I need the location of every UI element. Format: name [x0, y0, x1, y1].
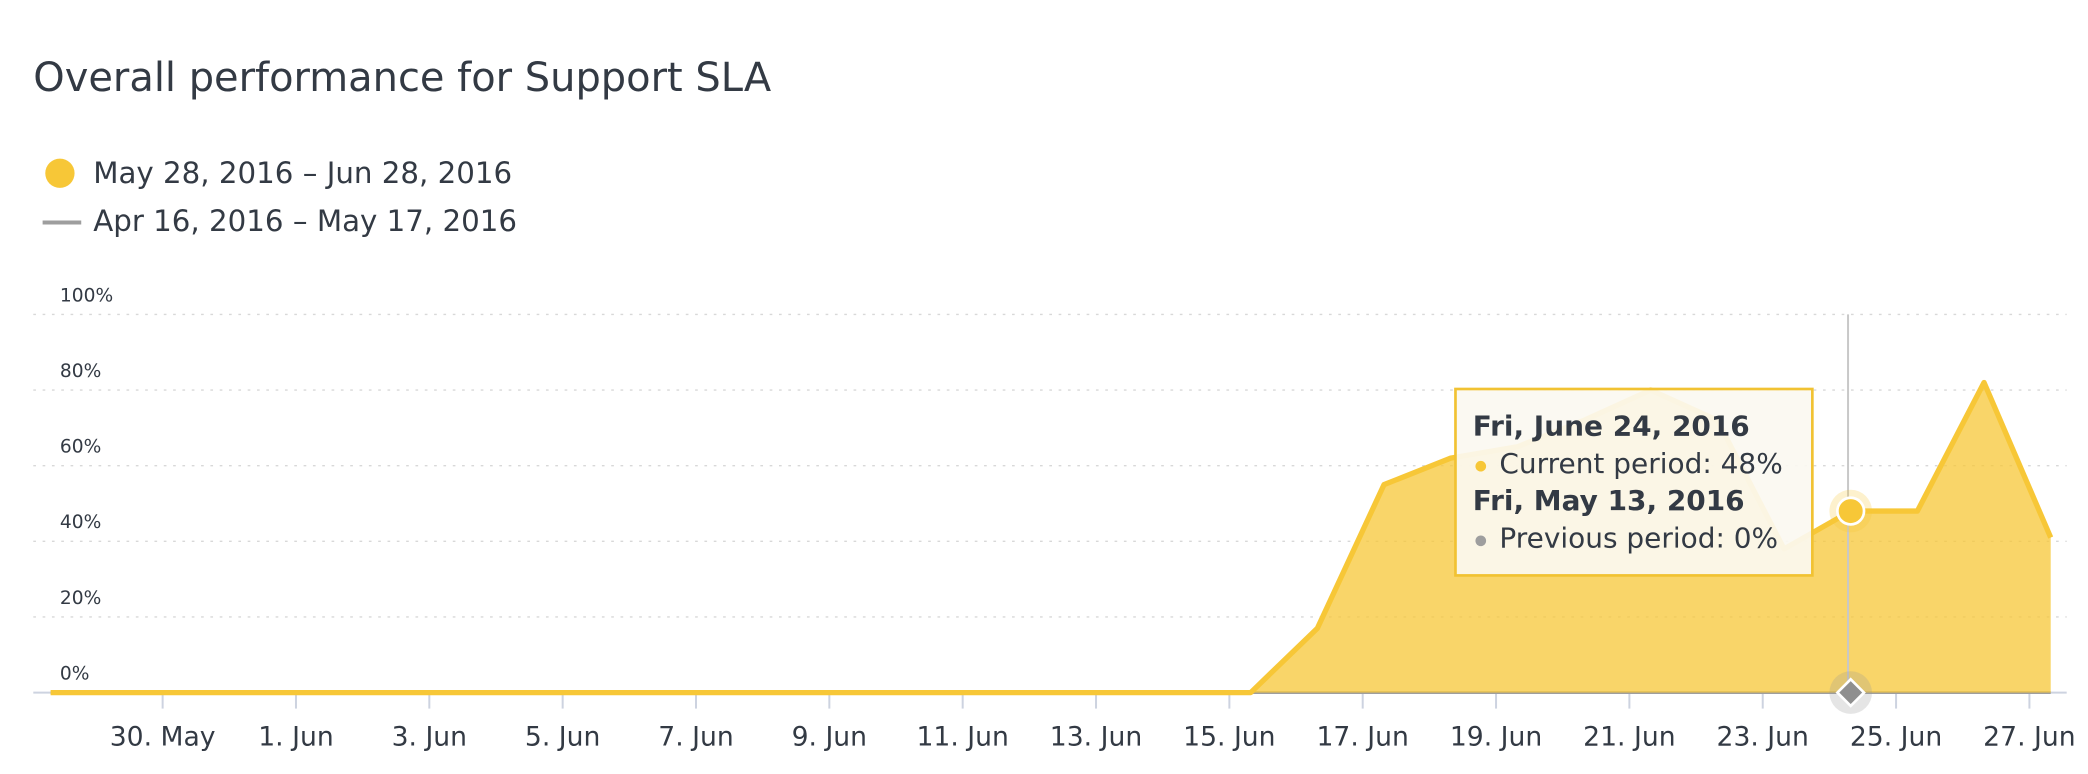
hover-point [1835, 677, 1866, 708]
y-tick-label: 80% [60, 361, 101, 382]
chart-title: Overall performance for Support SLA [33, 55, 771, 101]
x-tick-label: 21. Jun [1583, 721, 1675, 752]
tooltip-value: Current period: 48% [1499, 447, 1782, 480]
x-tick-label: 3. Jun [392, 721, 467, 752]
tooltip-marker [1475, 460, 1487, 472]
x-tick-label: 25. Jun [1850, 721, 1942, 752]
x-tick-label: 30. May [110, 721, 216, 752]
x-tick-label: 27. Jun [1983, 721, 2075, 752]
x-tick-label: 11. Jun [916, 721, 1008, 752]
tooltip-date: Fri, June 24, 2016 [1473, 410, 1750, 443]
tooltip-date: Fri, May 13, 2016 [1473, 484, 1745, 517]
y-tick-label: 60% [60, 437, 101, 458]
x-tick-label: 9. Jun [792, 721, 867, 752]
legend-label: May 28, 2016 – Jun 28, 2016 [93, 156, 512, 190]
legend-label: Apr 16, 2016 – May 17, 2016 [93, 204, 517, 238]
y-tick-label: 40% [60, 512, 101, 533]
legend-marker [45, 158, 75, 188]
tooltip: Fri, June 24, 2016 Current period: 48% Fri… [1454, 387, 1814, 577]
x-tick-label: 13. Jun [1050, 721, 1142, 752]
x-tick-label: 19. Jun [1450, 721, 1542, 752]
x-tick-label: 15. Jun [1183, 721, 1275, 752]
y-tick-label: 20% [60, 588, 101, 609]
y-tick-label: 0% [60, 663, 90, 684]
tooltip-marker [1475, 535, 1487, 547]
tooltip-value: Previous period: 0% [1499, 521, 1778, 554]
x-tick-label: 7. Jun [658, 721, 733, 752]
y-tick-label: 100% [60, 285, 113, 306]
x-tick-label: 1. Jun [258, 721, 333, 752]
hover-point [1836, 496, 1866, 526]
x-tick-label: 23. Jun [1717, 721, 1809, 752]
tooltip-box [1454, 387, 1814, 577]
x-tick-label: 5. Jun [525, 721, 600, 752]
x-tick-label: 17. Jun [1316, 721, 1408, 752]
